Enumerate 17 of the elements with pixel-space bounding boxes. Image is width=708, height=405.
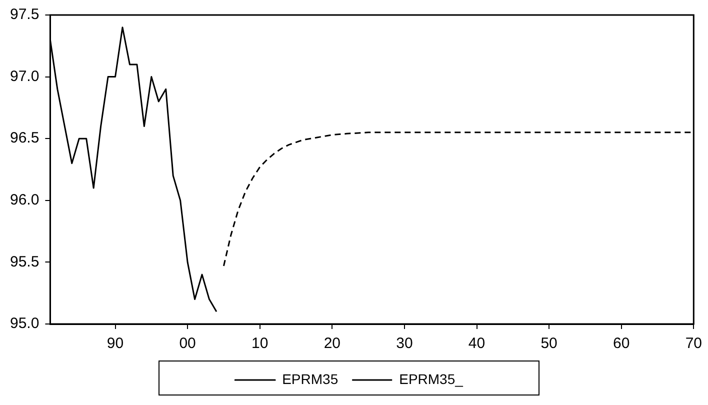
legend-label: EPRM35_ xyxy=(399,370,464,387)
x-tick-label: 50 xyxy=(540,335,558,352)
y-tick-label: 96.0 xyxy=(10,192,40,209)
x-tick-label: 40 xyxy=(468,335,486,352)
x-tick-label: 30 xyxy=(396,335,413,352)
x-tick-label: 00 xyxy=(179,335,196,352)
legend-label: EPRM35 xyxy=(282,370,338,387)
y-tick-label: 97.5 xyxy=(10,6,40,24)
y-tick-label: 96.5 xyxy=(10,130,40,147)
y-tick-label: 95.5 xyxy=(10,253,40,270)
x-tick-label: 70 xyxy=(685,335,702,352)
y-tick-label: 95.0 xyxy=(10,315,40,332)
x-tick-label: 20 xyxy=(324,335,341,352)
y-tick-label: 97.0 xyxy=(10,68,40,85)
x-tick-label: 60 xyxy=(613,335,630,352)
x-tick-label: 90 xyxy=(106,335,124,352)
x-tick-label: 10 xyxy=(252,335,268,352)
